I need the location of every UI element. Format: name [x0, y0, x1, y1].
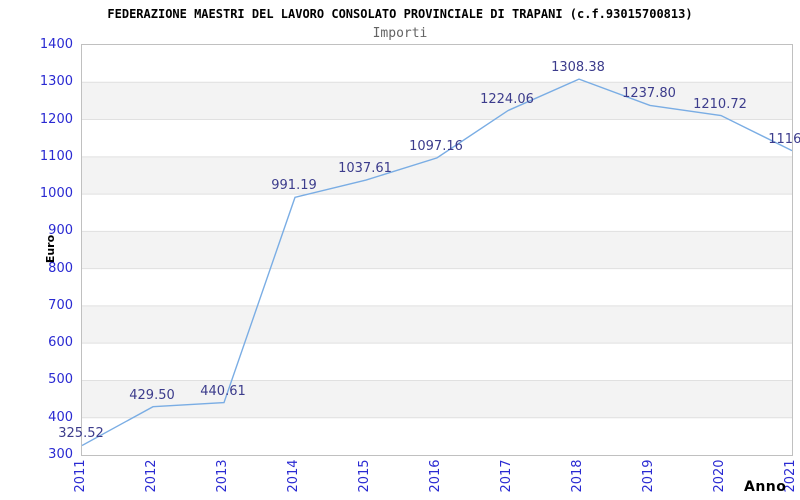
- chart-title: FEDERAZIONE MAESTRI DEL LAVORO CONSOLATO…: [107, 7, 693, 21]
- chart-subtitle: Importi: [372, 26, 428, 41]
- data-point-label: 1097.16: [409, 139, 463, 154]
- x-tick-label: 2019: [641, 459, 656, 493]
- data-point-label: 1116.5: [768, 132, 800, 147]
- x-tick-label: 2015: [357, 459, 372, 493]
- plot-area: [81, 44, 793, 456]
- x-tick-label: 2014: [286, 459, 301, 493]
- x-tick-label: 2013: [215, 459, 230, 493]
- grid-band: [82, 231, 792, 269]
- x-tick-label: 2017: [499, 459, 514, 493]
- x-tick-label: 2020: [712, 459, 727, 493]
- y-tick-label: 400: [48, 410, 73, 425]
- x-tick-label: 2016: [428, 459, 443, 493]
- y-tick-label: 1400: [39, 37, 73, 52]
- grid-band: [82, 380, 792, 418]
- data-point-label: 1210.72: [693, 97, 747, 112]
- line-series-svg: [82, 78, 792, 447]
- data-line: [82, 78, 792, 447]
- x-axis-title: Anno: [744, 479, 787, 495]
- y-tick-label: 1300: [39, 74, 73, 89]
- data-point-label: 1308.38: [551, 60, 605, 75]
- y-tick-label: 700: [48, 298, 73, 313]
- data-point-label: 429.50: [129, 388, 175, 403]
- data-point-label: 1237.80: [622, 86, 676, 101]
- y-tick-label: 1000: [39, 186, 73, 201]
- data-point-label: 325.52: [58, 426, 104, 441]
- x-tick-label: 2011: [73, 459, 88, 493]
- y-tick-label: 300: [48, 447, 73, 462]
- y-tick-label: 1100: [39, 149, 73, 164]
- y-tick-label: 800: [48, 261, 73, 276]
- y-tick-label: 1200: [39, 112, 73, 127]
- data-point-label: 1037.61: [338, 161, 392, 176]
- data-point-label: 440.61: [200, 384, 246, 399]
- data-point-label: 991.19: [271, 178, 317, 193]
- grid-band: [82, 305, 792, 344]
- grid-band: [82, 156, 792, 195]
- grid-band: [82, 82, 792, 120]
- y-tick-label: 900: [48, 223, 73, 238]
- data-point-label: 1224.06: [480, 92, 534, 107]
- x-tick-label: 2018: [570, 459, 585, 493]
- x-tick-label: 2012: [144, 459, 159, 493]
- y-axis-title: Euro: [44, 234, 57, 264]
- y-tick-label: 500: [48, 372, 73, 387]
- y-tick-label: 600: [48, 335, 73, 350]
